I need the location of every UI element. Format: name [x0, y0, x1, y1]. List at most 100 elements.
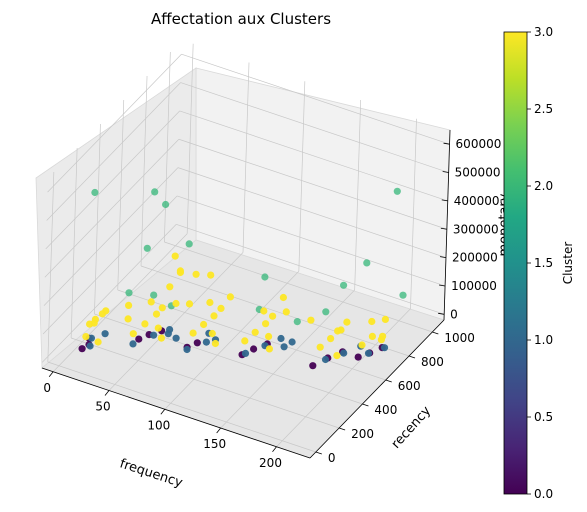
- z-gridline: [41, 224, 177, 363]
- x-axis-label: frequency: [118, 456, 185, 491]
- cluster-1-point: [364, 349, 373, 357]
- z-gridline: [45, 110, 181, 250]
- y-axis-line: [309, 319, 445, 459]
- cluster-2-point: [151, 188, 159, 196]
- x-tick-label: 150: [203, 437, 226, 451]
- x-gridline: [186, 43, 194, 234]
- cluster-3-point: [98, 310, 106, 318]
- z-tick-label: 500000: [455, 166, 501, 180]
- z-tick: [439, 256, 447, 259]
- x-tick: [104, 390, 110, 396]
- x-tick-label: 0: [43, 381, 51, 395]
- z-gridline: [42, 195, 178, 335]
- x-tick-label: 200: [259, 456, 282, 470]
- x-tick: [48, 371, 54, 377]
- y-gridline: [163, 51, 171, 243]
- y-gridline: [94, 123, 101, 315]
- cluster-3-point: [176, 268, 184, 277]
- y-tick-label: 1000: [444, 331, 475, 345]
- cluster-3-point: [307, 316, 315, 324]
- colorbar-tick-label: 0.0: [534, 487, 553, 501]
- cluster-3-point: [94, 338, 102, 346]
- y-gridline: [47, 361, 316, 453]
- colorbar-tick-label: 2.5: [534, 102, 553, 116]
- cluster-3-point: [211, 339, 219, 348]
- cluster-3-point: [368, 317, 376, 326]
- cluster-3-point: [192, 270, 200, 278]
- cluster-2-point: [185, 240, 193, 248]
- cluster-3-point: [129, 330, 137, 338]
- cluster-3-point: [210, 312, 218, 320]
- cluster-0-point: [135, 335, 143, 343]
- z-gridline: [47, 53, 182, 193]
- y-tick: [339, 427, 346, 431]
- z-tick: [441, 199, 448, 202]
- cluster-2-point: [393, 187, 401, 195]
- y-gridline: [117, 99, 125, 291]
- cluster-0-point: [354, 353, 362, 361]
- cluster-1-point: [150, 331, 158, 339]
- cluster-3-point: [358, 341, 366, 349]
- cluster-3-point: [152, 310, 161, 318]
- cluster-3-point: [343, 318, 351, 326]
- chart-title: Affectation aux Clusters: [151, 10, 331, 28]
- z-tick-label: 0: [450, 307, 458, 321]
- cluster-3-point: [337, 326, 345, 334]
- z-tick: [442, 171, 449, 173]
- x-axis-line: [41, 367, 311, 459]
- z-gridline: [180, 82, 449, 173]
- cluster-1-point: [183, 345, 191, 354]
- cluster-1-point: [202, 338, 210, 346]
- cluster-1-point: [172, 334, 180, 342]
- y-gridline: [70, 147, 78, 339]
- cluster-0-point: [78, 345, 86, 353]
- z-gridline: [177, 167, 447, 258]
- cluster-1-point: [86, 342, 94, 350]
- y-tick: [408, 355, 416, 359]
- y-tick-label: 400: [374, 403, 397, 417]
- cluster-1-point: [280, 343, 288, 351]
- cluster-3-point: [265, 332, 273, 341]
- cluster-1-point: [288, 338, 296, 346]
- x-gridline: [164, 271, 300, 410]
- x-gridline: [52, 233, 188, 372]
- cluster-3-point: [206, 298, 214, 307]
- y-gridline: [47, 171, 55, 363]
- cluster-3-point: [166, 283, 174, 291]
- cluster-1-point: [277, 334, 285, 343]
- cluster-3-point: [185, 300, 194, 308]
- cluster-3-point: [147, 298, 155, 306]
- colorbar-tick-label: 2.0: [534, 179, 553, 193]
- colorbar: [503, 31, 528, 495]
- cluster-0-point: [250, 345, 258, 353]
- z-gridline: [176, 223, 445, 315]
- y-gridline: [71, 337, 340, 429]
- x-tick-label: 50: [95, 400, 110, 414]
- cluster-2-point: [143, 244, 151, 252]
- cluster-3-point: [377, 336, 385, 344]
- cluster-3-point: [226, 293, 234, 301]
- z-tick: [440, 227, 447, 230]
- z-gridline: [176, 195, 446, 287]
- cluster-3-point: [207, 271, 215, 279]
- z-tick: [439, 284, 446, 287]
- colorbar-tick-label: 1.5: [534, 256, 553, 270]
- cluster-3-point: [262, 320, 270, 328]
- cluster-3-point: [368, 332, 376, 340]
- cluster-3-point: [217, 304, 225, 312]
- cluster-3-point: [124, 315, 132, 323]
- cluster-1-point: [380, 344, 389, 352]
- cluster-3-point: [90, 319, 98, 327]
- cluster-1-point: [87, 334, 95, 342]
- cluster-2-point: [399, 291, 407, 299]
- cluster-3-point: [241, 337, 249, 345]
- z-tick-label: 200000: [452, 251, 498, 265]
- y-gridline: [140, 75, 148, 267]
- cluster-3-point: [189, 329, 197, 337]
- x-tick: [272, 446, 277, 452]
- x-gridline: [220, 289, 355, 429]
- x-gridline: [276, 308, 411, 447]
- cluster-0-point: [309, 362, 317, 370]
